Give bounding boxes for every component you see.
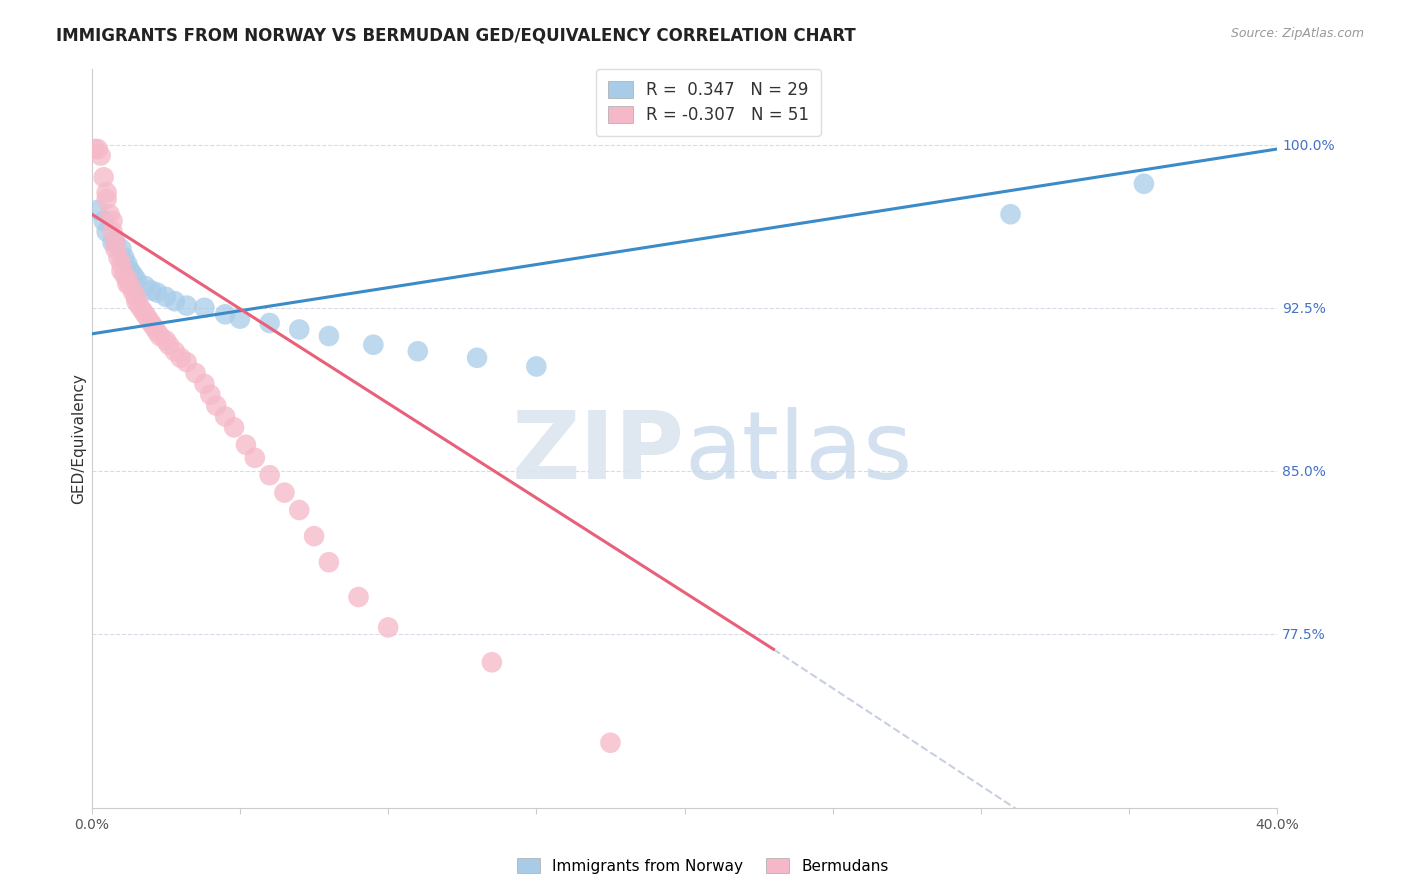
- Point: [93, 213, 115, 227]
- Point: [139, 316, 162, 330]
- Point: [176, 355, 198, 369]
- Point: [101, 235, 124, 250]
- Point: [96, 192, 118, 206]
- Point: [524, 359, 547, 374]
- Point: [104, 242, 127, 256]
- Point: [104, 235, 127, 250]
- Point: [146, 285, 169, 300]
- Point: [112, 268, 135, 282]
- Point: [1133, 177, 1156, 191]
- Point: [170, 351, 193, 365]
- Point: [122, 268, 145, 282]
- Point: [193, 301, 215, 315]
- Point: [193, 376, 215, 391]
- Point: [229, 311, 252, 326]
- Point: [101, 225, 124, 239]
- Point: [125, 272, 148, 286]
- Point: [131, 302, 153, 317]
- Point: [96, 225, 118, 239]
- Point: [139, 284, 162, 298]
- Text: ZIP: ZIP: [512, 407, 685, 499]
- Point: [134, 279, 156, 293]
- Point: [243, 450, 266, 465]
- Point: [157, 337, 180, 351]
- Point: [125, 290, 148, 304]
- Point: [163, 344, 186, 359]
- Legend: R =  0.347   N = 29, R = -0.307   N = 51: R = 0.347 N = 29, R = -0.307 N = 51: [596, 70, 821, 136]
- Point: [176, 299, 198, 313]
- Point: [136, 311, 159, 326]
- Point: [110, 264, 132, 278]
- Point: [214, 409, 236, 424]
- Point: [259, 316, 281, 330]
- Point: [83, 142, 105, 156]
- Point: [117, 272, 139, 286]
- Point: [222, 420, 245, 434]
- Point: [1000, 207, 1022, 221]
- Point: [146, 325, 169, 339]
- Point: [599, 736, 621, 750]
- Point: [347, 590, 370, 604]
- Point: [155, 334, 177, 348]
- Point: [377, 620, 399, 634]
- Point: [112, 251, 135, 265]
- Point: [318, 329, 340, 343]
- Point: [465, 351, 488, 365]
- Point: [273, 485, 295, 500]
- Point: [235, 438, 257, 452]
- Text: atlas: atlas: [685, 407, 912, 499]
- Point: [481, 655, 503, 669]
- Point: [117, 277, 139, 291]
- Point: [134, 307, 156, 321]
- Point: [90, 148, 112, 162]
- Point: [205, 399, 228, 413]
- Point: [406, 344, 429, 359]
- Point: [302, 529, 325, 543]
- Point: [143, 320, 166, 334]
- Point: [125, 294, 148, 309]
- Point: [87, 142, 110, 156]
- Point: [163, 294, 186, 309]
- Point: [87, 202, 110, 217]
- Legend: Immigrants from Norway, Bermudans: Immigrants from Norway, Bermudans: [512, 852, 894, 880]
- Point: [104, 235, 127, 250]
- Point: [110, 242, 132, 256]
- Point: [200, 388, 222, 402]
- Point: [98, 207, 121, 221]
- Point: [117, 257, 139, 271]
- Point: [184, 366, 207, 380]
- Y-axis label: GED/Equivalency: GED/Equivalency: [72, 373, 86, 504]
- Point: [120, 279, 142, 293]
- Point: [363, 337, 385, 351]
- Text: IMMIGRANTS FROM NORWAY VS BERMUDAN GED/EQUIVALENCY CORRELATION CHART: IMMIGRANTS FROM NORWAY VS BERMUDAN GED/E…: [56, 27, 856, 45]
- Text: Source: ZipAtlas.com: Source: ZipAtlas.com: [1230, 27, 1364, 40]
- Point: [96, 186, 118, 200]
- Point: [149, 329, 172, 343]
- Point: [93, 170, 115, 185]
- Point: [318, 555, 340, 569]
- Point: [288, 322, 311, 336]
- Point: [101, 213, 124, 227]
- Point: [122, 285, 145, 300]
- Point: [110, 257, 132, 271]
- Point: [214, 307, 236, 321]
- Point: [155, 290, 177, 304]
- Point: [259, 468, 281, 483]
- Point: [120, 264, 142, 278]
- Point: [288, 503, 311, 517]
- Point: [128, 299, 150, 313]
- Point: [107, 251, 129, 265]
